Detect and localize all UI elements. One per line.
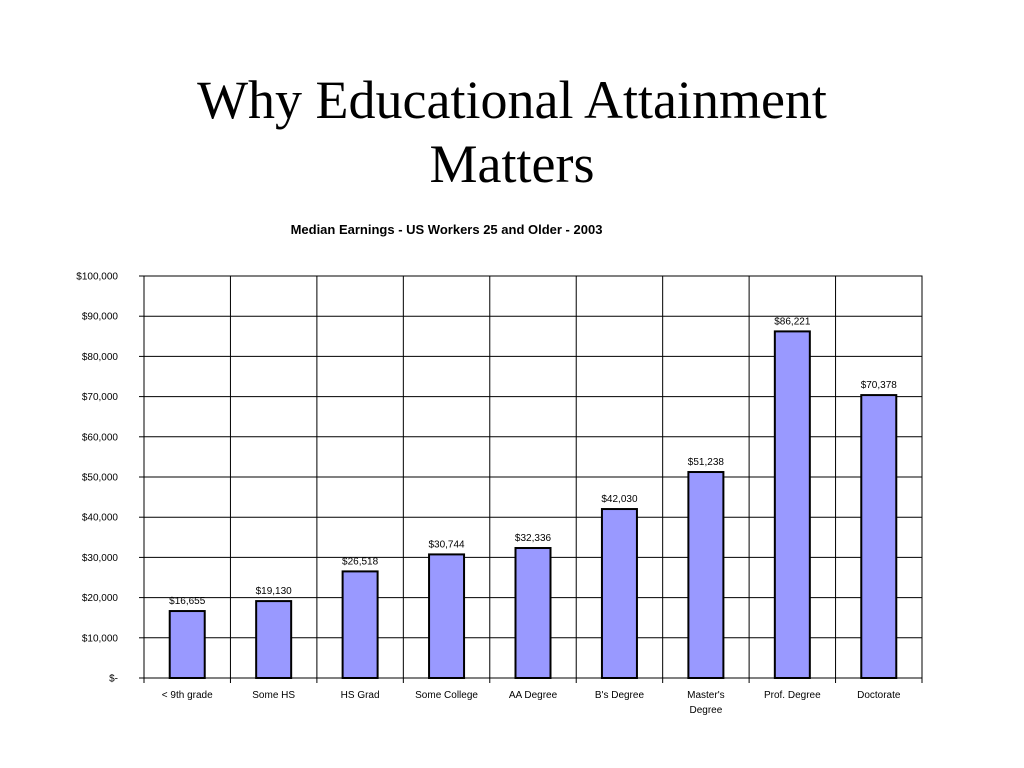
data-label: $26,518 <box>342 556 379 567</box>
slide-title: Why Educational Attainment Matters <box>0 68 1024 196</box>
bar <box>341 570 379 680</box>
data-label: $16,655 <box>169 596 206 607</box>
y-tick-label: $- <box>109 674 118 685</box>
x-tick-label: Doctorate <box>857 690 901 701</box>
data-label: $19,130 <box>256 586 293 597</box>
y-tick-label: $30,000 <box>82 553 119 564</box>
data-label: $42,030 <box>601 494 638 505</box>
bar <box>168 610 206 679</box>
x-tick-label: Master's <box>687 690 724 701</box>
data-label: $70,378 <box>861 380 898 391</box>
bar <box>687 471 725 680</box>
x-tick-label: HS Grad <box>341 690 380 701</box>
y-tick-label: $20,000 <box>82 593 119 604</box>
data-label: $32,336 <box>515 533 552 544</box>
bar <box>428 553 466 679</box>
x-tick-label: Prof. Degree <box>764 690 821 701</box>
data-label: $86,221 <box>774 316 811 327</box>
bar <box>600 508 638 679</box>
y-tick-label: $60,000 <box>82 432 119 443</box>
bar <box>860 394 898 679</box>
slide-title-line-2: Matters <box>429 134 595 194</box>
labels-layer: $- $10,000 $20,000 $30,000 $40,000 $50,000 $60… <box>76 272 901 717</box>
axis-layer <box>139 275 923 683</box>
x-tick-label: B's Degree <box>595 690 645 701</box>
x-tick-label: Some College <box>415 690 478 701</box>
y-tick-label: $10,000 <box>82 633 119 644</box>
y-tick-label: $40,000 <box>82 513 119 524</box>
bar <box>255 600 293 680</box>
data-label: $51,238 <box>688 457 725 468</box>
x-tick-label: Some HS <box>252 690 295 701</box>
y-tick-label: $70,000 <box>82 392 119 403</box>
chart-title: Median Earnings - US Workers 25 and Olde… <box>290 222 603 237</box>
plot-area-border <box>143 275 923 679</box>
x-tick-label: Degree <box>689 705 722 716</box>
y-tick-label: $100,000 <box>76 272 118 283</box>
y-tick-label: $90,000 <box>82 312 119 323</box>
data-label: $30,744 <box>428 539 465 550</box>
x-tick-label: < 9th grade <box>162 690 213 701</box>
y-tick-label: $50,000 <box>82 473 119 484</box>
x-tick-label: AA Degree <box>509 690 558 701</box>
bars-layer <box>168 330 898 680</box>
bar <box>773 330 811 679</box>
bar <box>514 547 552 679</box>
y-tick-label: $80,000 <box>82 352 119 363</box>
slide-title-line-1: Why Educational Attainment <box>197 70 827 130</box>
